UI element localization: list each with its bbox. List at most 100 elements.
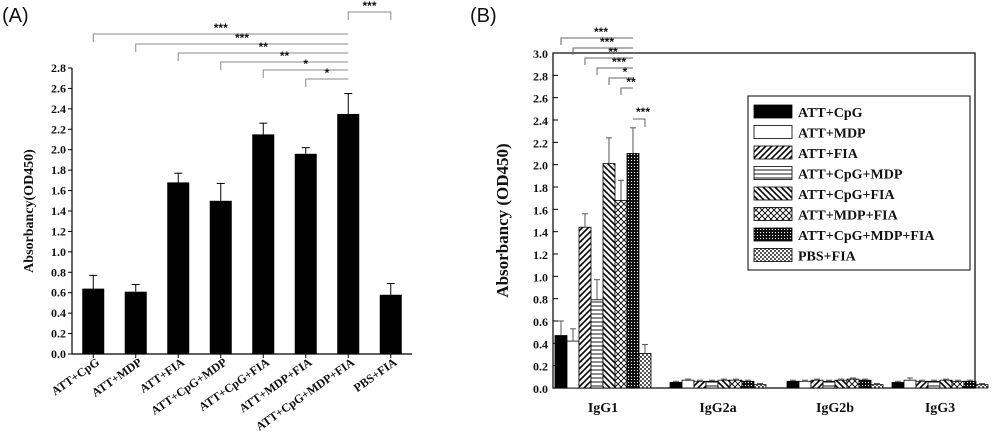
y-tick-label: 1.8	[51, 163, 66, 177]
y-tick-label: 0.0	[51, 347, 66, 361]
y-tick-label: 2.6	[51, 81, 66, 95]
y-tick-label: 1.6	[51, 184, 66, 198]
significance-label: **	[608, 45, 618, 59]
bar	[927, 380, 941, 389]
legend-swatch	[753, 104, 793, 119]
bar	[741, 380, 755, 389]
x-category-label: IgG1	[588, 401, 618, 416]
y-tick-label: 0.6	[533, 315, 548, 329]
y-tick-label: 0.8	[533, 293, 548, 307]
y-tick-label: 2.0	[51, 143, 66, 157]
significance-label: **	[259, 40, 269, 54]
y-tick-label: 2.2	[51, 122, 66, 136]
bar	[379, 294, 402, 354]
y-tick-label: 1.2	[533, 248, 548, 262]
y-tick-label: 0.4	[51, 306, 66, 320]
significance-label: ***	[362, 0, 376, 13]
significance-label: ***	[214, 21, 228, 35]
x-category-label: IgG3	[925, 401, 955, 416]
significance-label: **	[626, 75, 636, 89]
y-tick-label: 2.4	[533, 114, 548, 128]
bar	[626, 153, 640, 389]
legend-swatch	[753, 227, 793, 242]
y-tick-label: 2.2	[533, 136, 548, 150]
chart-a: 0.0 0.2 0.4 0.6 0.8 1.0 1.2 1.4 1.6 1.8 2.0 2.2 2.4 2…	[22, 0, 412, 434]
bar	[903, 379, 917, 389]
bar	[753, 384, 767, 389]
bar	[798, 380, 812, 389]
bar	[590, 299, 604, 389]
bar	[858, 379, 872, 389]
y-tick-label: 1.2	[51, 224, 66, 238]
significance-bracket	[584, 57, 633, 65]
y-tick-label: 2.6	[533, 92, 548, 106]
significance-bracket	[262, 69, 349, 78]
y-tick-label: 1.8	[533, 181, 548, 195]
bar	[705, 380, 719, 389]
legend-label: PBS+FIA	[798, 250, 857, 265]
legend-swatch	[753, 207, 793, 221]
significance-label: **	[280, 49, 290, 63]
x-tick-label: PBS+FIA	[351, 355, 400, 395]
significance-bracket	[92, 33, 349, 42]
y-tick-label: 0.0	[533, 382, 548, 396]
bar	[870, 384, 884, 389]
y-axis-title: Absorbancy(OD450)	[22, 149, 37, 273]
legend-swatch	[753, 125, 793, 139]
bar	[693, 380, 707, 389]
x-tick-label: ATT+CpG+MDP	[148, 355, 229, 418]
bar	[891, 382, 905, 389]
significance-bracket	[596, 67, 633, 75]
y-tick-label: 0.8	[51, 265, 66, 279]
bar	[294, 153, 317, 354]
bar	[638, 352, 652, 389]
y-tick-label: 1.0	[51, 245, 66, 259]
significance-bracket	[633, 118, 646, 127]
y-tick-label: 1.4	[533, 226, 548, 240]
bar	[822, 380, 836, 389]
significance-label: ***	[612, 55, 626, 69]
legend-swatch	[753, 248, 793, 262]
y-tick-label: 0.4	[533, 337, 548, 351]
significance-bracket	[608, 77, 633, 85]
legend-label: ATT+CpG+FIA	[798, 188, 895, 203]
legend-label: ATT+MDP	[798, 127, 866, 142]
bar	[82, 288, 105, 354]
bar	[337, 113, 360, 354]
legend-swatch	[753, 166, 793, 180]
y-tick-label: 3.0	[533, 47, 548, 61]
legend-label: ATT+CpG+MDP	[798, 168, 903, 183]
y-tick-label: 1.0	[533, 270, 548, 284]
y-tick-label: 0.2	[533, 360, 548, 374]
significance-label: ***	[636, 105, 650, 119]
y-tick-label: 0.2	[51, 327, 66, 341]
bar	[566, 340, 580, 389]
y-tick-label: 2.8	[533, 69, 548, 83]
bar	[209, 200, 232, 354]
bar	[834, 379, 848, 389]
bar	[939, 379, 953, 389]
bar	[167, 182, 190, 354]
x-category-label: IgG2a	[699, 401, 736, 416]
y-tick-label: 1.6	[533, 203, 548, 217]
significance-bracket	[305, 78, 349, 87]
bar	[252, 134, 275, 354]
legend-label: ATT+CpG+MDP+FIA	[798, 229, 935, 244]
significance-label: ***	[235, 31, 249, 45]
significance-bracket	[347, 11, 392, 20]
y-tick-label: 2.4	[51, 102, 66, 116]
bar	[786, 380, 800, 389]
significance-bracket	[572, 47, 633, 55]
y-tick-label: 1.4	[51, 204, 66, 218]
bar	[602, 163, 616, 389]
bar	[729, 379, 743, 389]
significance-label: *	[325, 66, 330, 80]
significance-bracket	[220, 61, 349, 70]
bar	[975, 384, 989, 389]
legend-label: ATT+MDP+FIA	[798, 209, 899, 224]
x-category-label: IgG2b	[816, 401, 854, 416]
legend-swatch	[753, 186, 793, 201]
y-tick-label: 2.8	[51, 61, 66, 75]
significance-label: *	[623, 65, 628, 79]
bar	[951, 380, 965, 389]
